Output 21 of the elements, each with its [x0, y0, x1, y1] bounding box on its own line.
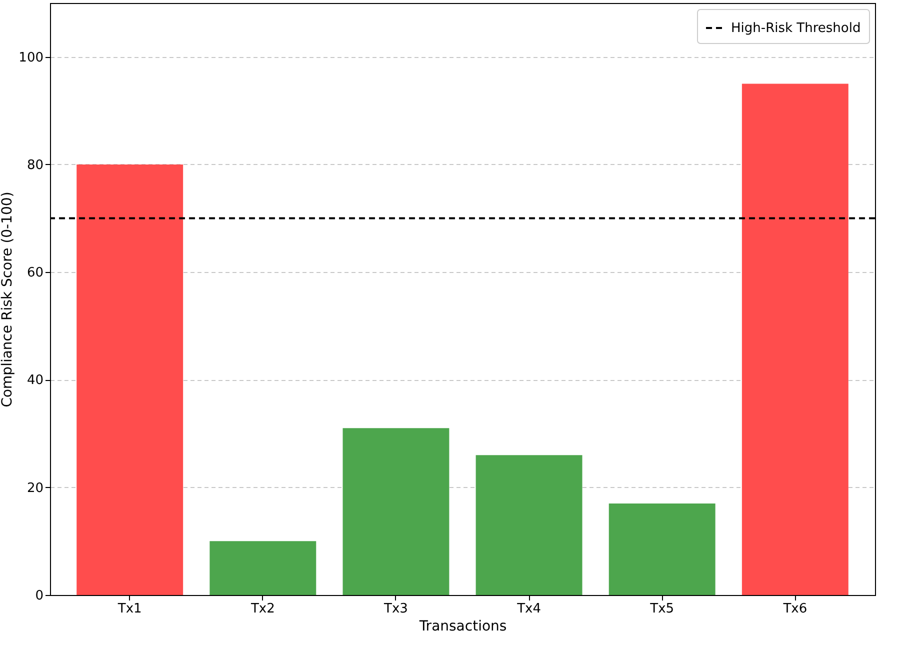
bar: [210, 541, 316, 595]
y-tick-label: 80: [26, 158, 44, 173]
bar: [608, 504, 716, 595]
x-tick-label: Tx1: [116, 602, 142, 616]
x-tick-label: Tx5: [649, 602, 674, 616]
y-tick-label: 40: [26, 373, 44, 388]
x-axis-title: Transactions: [418, 618, 507, 634]
x-tick-label: Tx3: [383, 602, 408, 616]
bar: [476, 455, 582, 595]
y-tick-label: 20: [26, 480, 44, 496]
y-axis-title: Compliance Risk Score (0-100): [0, 192, 16, 408]
y-tick-label: 60: [26, 266, 44, 281]
y-tick-label: 0: [35, 588, 44, 604]
bar: [742, 84, 848, 595]
x-tick-label: Tx2: [250, 602, 275, 616]
bar: [76, 164, 184, 595]
bar: [342, 428, 450, 595]
x-tick-label: Tx6: [782, 602, 808, 616]
legend-label: High-Risk Threshold: [731, 21, 861, 36]
y-tick-label: 100: [18, 50, 44, 66]
x-tick-label: Tx4: [516, 602, 541, 616]
